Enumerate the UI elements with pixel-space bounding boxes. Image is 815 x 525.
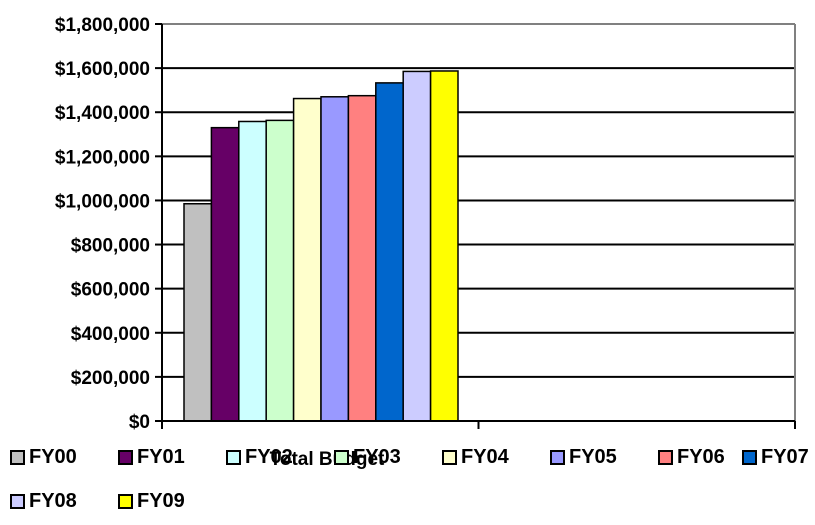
y-tick-label: $1,000,000 — [55, 191, 150, 212]
y-tick-label: $200,000 — [71, 368, 150, 389]
bar-fy06 — [347, 94, 377, 422]
bar-fy09 — [429, 70, 459, 422]
bars — [183, 70, 459, 422]
bar-fy07 — [375, 82, 404, 422]
bar-fy03 — [265, 119, 295, 422]
bar-fy01 — [210, 126, 240, 422]
y-tick-label: $800,000 — [71, 236, 150, 257]
bar-fy04 — [292, 97, 322, 422]
y-tick-label: $0 — [129, 412, 150, 433]
y-tick-label: $1,600,000 — [55, 59, 150, 80]
bar-fy02 — [238, 120, 267, 422]
y-tick-label: $400,000 — [71, 324, 150, 345]
y-tick-label: $1,200,000 — [55, 147, 150, 168]
x-category-label: Total Budget — [270, 449, 385, 470]
y-tick-label: $600,000 — [71, 280, 150, 301]
bar-fy05 — [320, 96, 350, 422]
y-axis-ticks: $0 $200,000 $400,000 $600,000 $800,000 $1,000… — [55, 15, 162, 433]
axes — [161, 23, 796, 429]
bar-fy00 — [183, 203, 213, 422]
x-axis-categories: Total Budget — [270, 449, 385, 470]
y-tick-label: $1,400,000 — [55, 103, 150, 124]
bar-fy08 — [402, 70, 432, 422]
y-tick-label: $1,800,000 — [55, 15, 150, 36]
